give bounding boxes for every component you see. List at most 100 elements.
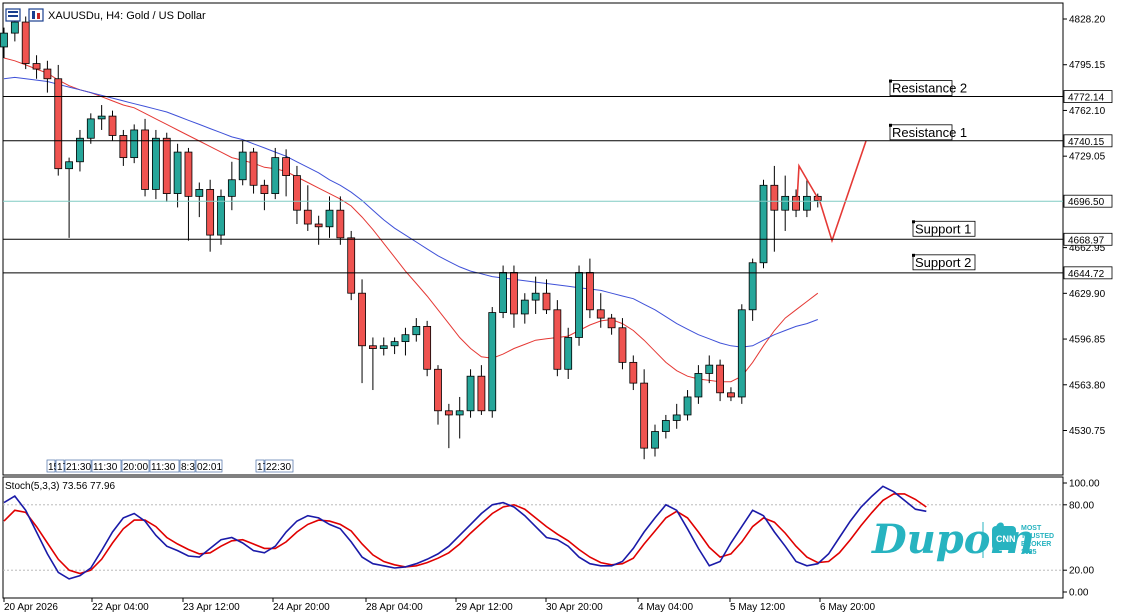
event-marker-label: 15	[48, 462, 60, 473]
event-marker-box	[91, 459, 122, 473]
event-marker-label: 11:30	[93, 462, 118, 473]
current-price-box	[1063, 194, 1113, 208]
candle-bull	[748, 262, 757, 311]
price-tick-label: 4530.75	[1069, 426, 1106, 437]
candle-bull	[65, 161, 73, 170]
badge-line-1: MOST	[1021, 525, 1042, 532]
candle-bull	[151, 137, 160, 190]
candle-bear	[282, 157, 291, 177]
candle-bear	[586, 272, 594, 311]
projection-path	[796, 140, 867, 244]
badge-line-2: TRUSTED	[1021, 533, 1054, 540]
candle-bull	[412, 325, 421, 336]
chart-type-icon[interactable]	[28, 8, 44, 22]
event-marker-label: 17	[57, 462, 69, 473]
stochastic-plot: 100.00 80.00 20.00 0.00	[3, 479, 1100, 599]
candle-bull	[737, 309, 746, 398]
price-tick-label: 4762.10	[1069, 106, 1106, 117]
level-name: Support 2	[915, 255, 971, 270]
time-tick-label: 23 Apr 12:00	[183, 602, 240, 613]
candle-bear	[347, 237, 356, 294]
price-axis: 4828.20 4795.15 4762.10 4729.05 4662.95 4629.…	[1063, 15, 1106, 437]
event-marker-box	[264, 459, 294, 473]
candle-bear	[249, 151, 258, 186]
candle-bear	[477, 375, 486, 412]
event-marker-box	[149, 459, 180, 473]
level-anchor-dot	[912, 220, 915, 224]
candle-bear	[314, 223, 323, 228]
price-tick-label: 4629.90	[1069, 289, 1106, 300]
price-tick-label: 4729.05	[1069, 152, 1106, 163]
candle-bear	[303, 209, 312, 225]
candle-bear	[336, 209, 345, 239]
menu-icon-bar	[8, 11, 18, 13]
candle-bull	[520, 299, 529, 315]
candle-bear	[770, 184, 779, 211]
candle-bull	[564, 337, 573, 370]
time-tick-label: 30 Apr 20:00	[546, 602, 603, 613]
candle-bear	[293, 175, 301, 211]
time-tick-label: 28 Apr 04:00	[366, 602, 423, 613]
chart-title: XAUUSDu, H4: Gold / US Dollar	[48, 10, 206, 22]
ma-fast-line	[3, 57, 819, 383]
stoch-main-line	[3, 485, 927, 580]
level-name-box	[912, 220, 976, 237]
candle-bull	[238, 151, 247, 181]
event-marker-label: 17	[257, 462, 269, 473]
candle-bull	[499, 272, 508, 313]
event-marker-box	[255, 459, 265, 473]
menu-icon-bar	[8, 15, 18, 17]
stoch-title: Stoch(5,3,3) 73.56 77.96	[5, 481, 116, 492]
candle-bear	[368, 345, 377, 349]
candle-bear	[640, 382, 649, 449]
level-price-label: 4772.14	[1068, 93, 1105, 104]
price-tick-label: 4828.20	[1069, 15, 1106, 26]
stoch-signal-line	[3, 493, 927, 575]
time-tick-label: 4 May 04:00	[638, 602, 693, 613]
candle-bear	[423, 325, 432, 370]
candle-bull	[97, 115, 106, 120]
candle-bear	[43, 68, 52, 80]
badge-line-4: 2025	[1021, 549, 1037, 556]
level-name: Resistance 2	[892, 81, 967, 96]
stoch-tick-label: 100.00	[1069, 479, 1100, 490]
event-marker-box	[55, 459, 65, 473]
candle-bull	[803, 195, 811, 211]
event-marker-label: 20:00	[123, 462, 148, 473]
candle-bull	[271, 157, 280, 194]
time-tick-label: 29 Apr 12:00	[456, 602, 513, 613]
candle-bull	[705, 364, 714, 374]
candle-bear	[184, 151, 193, 197]
time-tick-label: 22 Apr 04:00	[92, 602, 149, 613]
candle-bull	[759, 184, 768, 264]
candle-bear	[510, 272, 518, 315]
level-anchor-dot	[889, 79, 892, 83]
level-price-box	[1063, 232, 1113, 246]
candle-bear	[727, 392, 735, 398]
broker-logo: Dupoin CNN MOST TRUSTED BROKER 2025	[871, 516, 1054, 563]
candle-bear	[618, 327, 627, 363]
candle-bull	[781, 195, 790, 211]
candle-bull	[130, 129, 139, 159]
time-tick-label: 5 May 12:00	[730, 602, 785, 613]
stoch-panel	[2, 476, 1064, 599]
candle-bear	[108, 115, 117, 136]
candle-bear	[434, 368, 442, 412]
event-marker-box	[46, 459, 56, 473]
candle-bear	[54, 78, 63, 170]
level-price-box	[1063, 266, 1113, 280]
candle-bull	[390, 341, 399, 347]
candle-bear	[542, 292, 551, 311]
candle-bull	[575, 272, 583, 338]
candle-bear	[607, 317, 616, 329]
level-name: Resistance 1	[892, 125, 967, 140]
candle-bear	[358, 292, 366, 347]
candle-bear	[629, 361, 638, 384]
candle-bear	[444, 410, 453, 416]
candle-bear	[553, 309, 562, 370]
event-marker-label: 22:30	[266, 462, 291, 473]
candle-bull	[10, 21, 19, 34]
level-name-box	[889, 80, 953, 96]
level-anchor-dot	[912, 253, 915, 257]
